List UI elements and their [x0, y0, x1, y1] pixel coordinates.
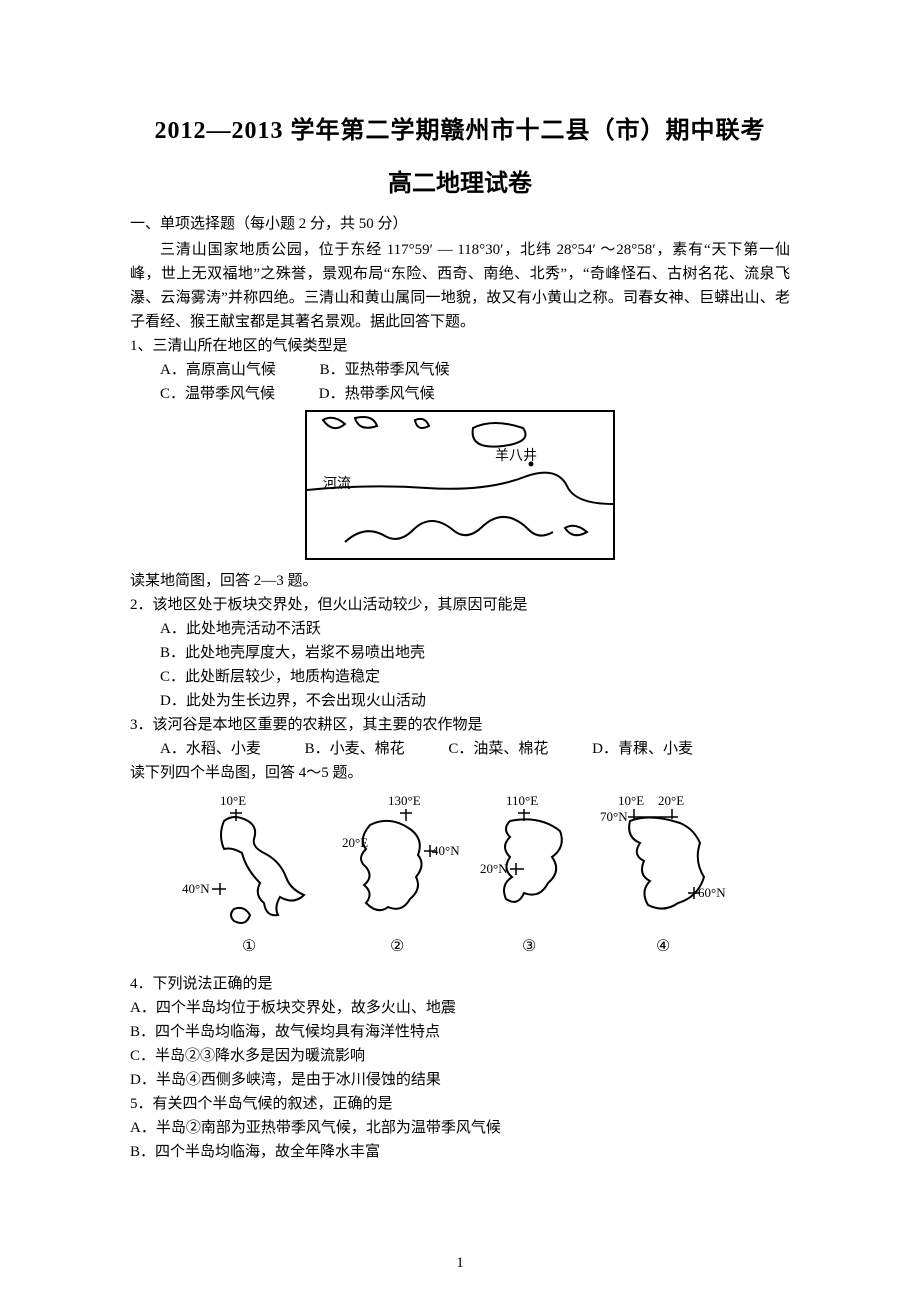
p4-lon2: 20°E: [658, 793, 684, 808]
peninsula-4: 10°E 20°E 70°N 60°N ④: [600, 793, 726, 955]
peninsula-2: 130°E 20°E 40°N ②: [342, 793, 460, 955]
peninsula-1: 10°E 40°N ①: [182, 793, 304, 955]
q2-stem: 2．该地区处于板块交界处，但火山活动较少，其原因可能是: [130, 593, 790, 617]
q1-opt-a: A．高原高山气候: [160, 358, 276, 382]
q1-opt-c: C．温带季风气候: [160, 382, 275, 406]
p2-sym: ②: [390, 938, 404, 955]
title-main: 2012—2013 学年第二学期赣州市十二县（市）期中联考: [130, 110, 790, 145]
q1-opts-row1: A．高原高山气候 B．亚热带季风气候: [130, 358, 790, 382]
q1-opt-d: D．热带季风气候: [319, 382, 435, 406]
p1-lon: 10°E: [220, 793, 246, 808]
q4-opt-c: C．半岛②③降水多是因为暖流影响: [130, 1044, 790, 1068]
q3-stem: 3．该河谷是本地区重要的农耕区，其主要的农作物是: [130, 713, 790, 737]
q1-opt-b: B．亚热带季风气候: [320, 358, 450, 382]
q2-opt-d: D．此处为生长边界，不会出现火山活动: [160, 689, 790, 713]
q4-opt-d: D．半岛④西侧多峡湾，是由于冰川侵蚀的结果: [130, 1068, 790, 1092]
intro-paragraph-1: 三清山国家地质公园，位于东经 117°59′ — 118°30′，北纬 28°5…: [130, 238, 790, 334]
p2-lon: 130°E: [388, 793, 421, 808]
peninsula-3: 110°E 20°N ③: [480, 793, 562, 955]
q4-opt-b: B．四个半岛均临海，故气候均具有海洋性特点: [130, 1020, 790, 1044]
map-svg: 羊八井 河流: [305, 410, 615, 560]
page-number: 1: [0, 1255, 920, 1272]
q2-opt-a: A．此处地壳活动不活跃: [160, 617, 790, 641]
figure-peninsulas: 10°E 40°N ① 130°E 20°E 40°N ②: [130, 791, 790, 966]
section-1-head: 一、单项选择题（每小题 2 分，共 50 分）: [130, 212, 790, 236]
q3-opt-c: C．油菜、棉花: [448, 737, 548, 761]
p3-sym: ③: [522, 938, 536, 955]
title-sub: 高二地理试卷: [130, 163, 790, 198]
p2-lat1: 40°N: [432, 843, 460, 858]
q4-opt-a: A．四个半岛均位于板块交界处，故多火山、地震: [130, 996, 790, 1020]
q2-opt-b: B．此处地壳厚度大，岩浆不易喷出地壳: [160, 641, 790, 665]
q3-opt-a: A．水稻、小麦: [160, 737, 261, 761]
q2-opt-c: C．此处断层较少，地质构造稳定: [160, 665, 790, 689]
p3-lon: 110°E: [506, 793, 538, 808]
map-place-label: 羊八井: [495, 448, 537, 464]
p1-sym: ①: [242, 938, 256, 955]
peninsulas-svg: 10°E 40°N ① 130°E 20°E 40°N ②: [180, 791, 740, 961]
q1-opts-row2: C．温带季风气候 D．热带季风气候: [130, 382, 790, 406]
q2-opts: A．此处地壳活动不活跃 B．此处地壳厚度大，岩浆不易喷出地壳 C．此处断层较少，…: [130, 617, 790, 713]
q5-stem: 5．有关四个半岛气候的叙述，正确的是: [130, 1092, 790, 1116]
fig2-note: 读下列四个半岛图，回答 4～5 题。: [130, 761, 790, 785]
fig1-note: 读某地简图，回答 2—3 题。: [130, 569, 790, 593]
p1-lat: 40°N: [182, 881, 210, 896]
q3-opt-b: B．小麦、棉花: [305, 737, 405, 761]
p4-lat-bot: 60°N: [698, 885, 726, 900]
q4-stem: 4．下列说法正确的是: [130, 972, 790, 996]
figure-map-1: 羊八井 河流: [130, 410, 790, 565]
map-river-label: 河流: [323, 476, 351, 492]
p3-lat: 20°N: [480, 861, 508, 876]
q1-stem: 1、三清山所在地区的气候类型是: [130, 334, 790, 358]
p4-sym: ④: [656, 938, 670, 955]
q5-opt-a: A．半岛②南部为亚热带季风气候，北部为温带季风气候: [130, 1116, 790, 1140]
q3-opt-d: D．青稞、小麦: [592, 737, 693, 761]
exam-page: 2012—2013 学年第二学期赣州市十二县（市）期中联考 高二地理试卷 一、单…: [0, 0, 920, 1302]
p4-lon1: 10°E: [618, 793, 644, 808]
q5-opt-b: B．四个半岛均临海，故全年降水丰富: [130, 1140, 790, 1164]
p4-lat-top: 70°N: [600, 809, 628, 824]
q3-opts: A．水稻、小麦 B．小麦、棉花 C．油菜、棉花 D．青稞、小麦: [130, 737, 790, 761]
